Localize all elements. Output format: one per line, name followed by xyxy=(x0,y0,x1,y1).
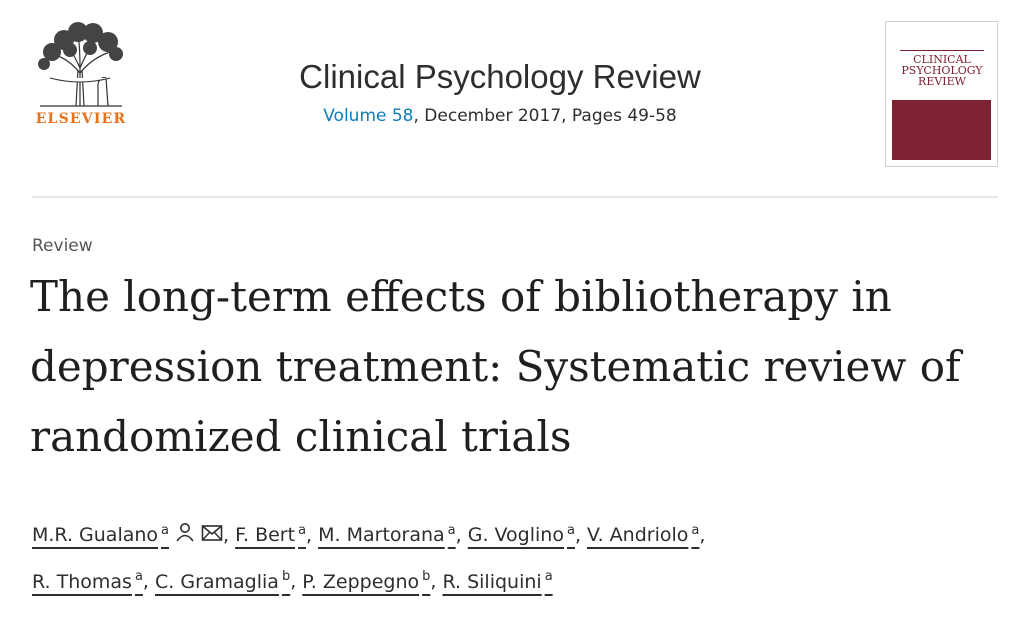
journal-cover[interactable]: CLINICAL PSYCHOLOGY REVIEW xyxy=(885,21,998,167)
author-link[interactable]: M.R. Gualano a xyxy=(32,522,223,547)
author-separator: , xyxy=(430,570,443,593)
author-separator: , xyxy=(455,524,468,547)
journal-header: Clinical Psychology Review Volume 58, De… xyxy=(200,58,800,126)
cover-top-panel xyxy=(892,28,991,102)
volume-link[interactable]: Volume 58 xyxy=(323,106,414,126)
journal-title[interactable]: Clinical Psychology Review xyxy=(299,58,701,95)
journal-issue: Volume 58, December 2017, Pages 49-58 xyxy=(200,106,800,126)
affiliation-marker: b xyxy=(281,569,291,585)
author-link[interactable]: F. Bert a xyxy=(235,523,307,547)
author-separator: , xyxy=(142,570,155,593)
author-name: R. Siliquini xyxy=(442,570,542,593)
affiliation-marker: a xyxy=(161,523,170,538)
tree-emblem-icon xyxy=(38,22,123,107)
author-name: P. Zeppegno xyxy=(302,570,420,593)
author-separator: , xyxy=(306,524,319,547)
header-divider xyxy=(32,196,998,198)
cover-band xyxy=(892,100,991,160)
cover-title-line: REVIEW xyxy=(918,75,966,88)
author-name: F. Bert xyxy=(235,524,296,547)
issue-details: , December 2017, Pages 49-58 xyxy=(413,106,677,126)
author-name: V. Andriolo xyxy=(587,524,689,547)
author-link[interactable]: C. Gramaglia b xyxy=(155,569,291,593)
article-title: The long-term effects of bibliotherapy i… xyxy=(30,272,961,461)
author-name: M. Martorana xyxy=(318,524,445,547)
cover-title: CLINICAL PSYCHOLOGY REVIEW xyxy=(900,54,984,87)
author-list: M.R. Gualano a, F. Bert a, M. Martorana a, … xyxy=(32,510,992,603)
author-link[interactable]: R. Thomas a xyxy=(32,569,143,593)
person-icon[interactable] xyxy=(175,522,195,542)
affiliation-marker: a xyxy=(691,523,700,538)
publisher-name: ELSEVIER xyxy=(35,111,127,127)
cover-rule xyxy=(900,50,984,51)
author-separator: , xyxy=(290,570,303,593)
envelope-icon[interactable] xyxy=(201,524,223,542)
author-link[interactable]: G. Voglino a xyxy=(467,523,575,547)
elsevier-logo[interactable]: ELSEVIER xyxy=(30,18,132,136)
author-separator: , xyxy=(699,524,706,547)
author-name: C. Gramaglia xyxy=(155,570,279,593)
author-link[interactable]: P. Zeppegno b xyxy=(302,569,431,593)
author-name: G. Voglino xyxy=(467,524,564,547)
affiliation-marker: a xyxy=(566,523,575,538)
affiliation-marker: a xyxy=(134,569,143,585)
affiliation-marker: a xyxy=(447,523,456,538)
article-type: Review xyxy=(32,236,93,256)
author-name: M.R. Gualano xyxy=(32,524,159,547)
cover-title-line: CLINICAL xyxy=(913,53,971,66)
cover-title-line: PSYCHOLOGY xyxy=(901,64,983,77)
author-link[interactable]: V. Andriolo a xyxy=(587,523,700,547)
author-link[interactable]: R. Siliquini a xyxy=(442,569,553,593)
author-separator: , xyxy=(574,524,588,547)
author-name: R. Thomas xyxy=(32,570,132,593)
affiliation-marker: a xyxy=(298,523,307,538)
affiliation-marker: a xyxy=(544,569,553,585)
author-separator: , xyxy=(223,524,236,547)
affiliation-marker: b xyxy=(422,569,431,585)
author-link[interactable]: M. Martorana a xyxy=(318,523,456,547)
